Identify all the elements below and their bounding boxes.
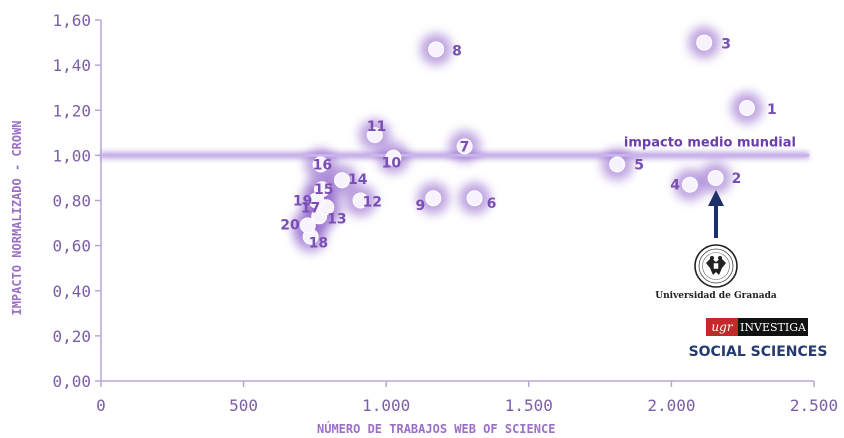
point-label-19: 19: [293, 194, 312, 210]
social-sciences-label: SOCIAL SCIENCES: [689, 344, 828, 360]
point-label-9: 9: [416, 198, 426, 214]
point-label-8: 8: [452, 43, 462, 59]
point-19: [308, 192, 325, 209]
x-tick-label: 500: [229, 396, 258, 415]
point-label-10: 10: [382, 156, 402, 172]
y-tick-label: 0,20: [52, 327, 91, 346]
y-axis-ticks: 0,00 0,20 0,40 0,60 0,80 1,00 1,20 1,40 1,60: [52, 11, 101, 391]
point-6: [466, 190, 483, 207]
point-11: [366, 127, 383, 144]
point-label-13: 13: [327, 211, 346, 227]
y-tick-label: 1,60: [52, 11, 91, 30]
y-tick-label: 0,60: [52, 237, 91, 256]
point-10: [385, 149, 402, 166]
point-label-7: 7: [460, 139, 470, 155]
x-axis-title: NÚMERO DE TRABAJOS WEB OF SCIENCE: [317, 421, 555, 436]
y-tick-label: 1,20: [52, 101, 91, 120]
point-2: [707, 169, 724, 186]
point-label-15: 15: [314, 182, 333, 198]
reference-line-group: impacto medio mundial: [101, 135, 809, 160]
point-8: [428, 41, 445, 58]
point-label-5: 5: [634, 157, 644, 173]
x-tick-label: 1.500: [505, 396, 553, 415]
point-9: [425, 190, 442, 207]
y-tick-label: 0,00: [52, 372, 91, 391]
point-12: [352, 192, 369, 209]
point-7: [456, 138, 473, 155]
point-label-2: 2: [732, 171, 742, 187]
highlight-arrow: [708, 190, 724, 238]
point-1: [738, 99, 755, 116]
ugr-investiga-logo: ugr INVESTIGA: [706, 318, 808, 336]
university-caption: Universidad de Granada: [655, 291, 777, 301]
point-label-18: 18: [309, 236, 328, 252]
point-5: [609, 156, 626, 173]
y-tick-label: 1,40: [52, 56, 91, 75]
x-tick-label: 2.500: [790, 396, 838, 415]
point-14: [333, 172, 350, 189]
point-3: [696, 34, 713, 51]
point-label-16: 16: [313, 157, 332, 173]
x-axis-ticks: 0 500 1.000 1.500 2.000 2.500: [96, 381, 838, 415]
point-20: [299, 217, 316, 234]
points-layer: [299, 34, 755, 245]
point-label-4: 4: [670, 178, 680, 194]
x-tick-label: 1.000: [362, 396, 410, 415]
reference-line-label: impacto medio mundial: [624, 135, 796, 150]
point-label-20: 20: [280, 217, 300, 233]
x-tick-label: 2.000: [647, 396, 695, 415]
y-tick-label: 1,00: [52, 146, 91, 165]
x-tick-label: 0: [96, 396, 106, 415]
point-label-14: 14: [348, 172, 368, 188]
point-label-6: 6: [487, 196, 497, 212]
point-label-11: 11: [367, 119, 386, 135]
y-axis-title: IMPACTO NORMALIZADO - CROWN: [10, 120, 24, 315]
point-label-17: 17: [301, 200, 320, 216]
university-seal-icon: [694, 244, 738, 288]
point-label-3: 3: [721, 37, 731, 53]
point-16: [312, 156, 329, 173]
point-label-12: 12: [363, 195, 382, 211]
point-label-1: 1: [767, 102, 777, 118]
y-tick-label: 0,80: [52, 192, 91, 211]
y-tick-label: 0,40: [52, 282, 91, 301]
ugr-logo-text: ugr: [711, 320, 733, 334]
point-4: [681, 176, 698, 193]
investiga-logo-text: INVESTIGA: [740, 321, 807, 334]
